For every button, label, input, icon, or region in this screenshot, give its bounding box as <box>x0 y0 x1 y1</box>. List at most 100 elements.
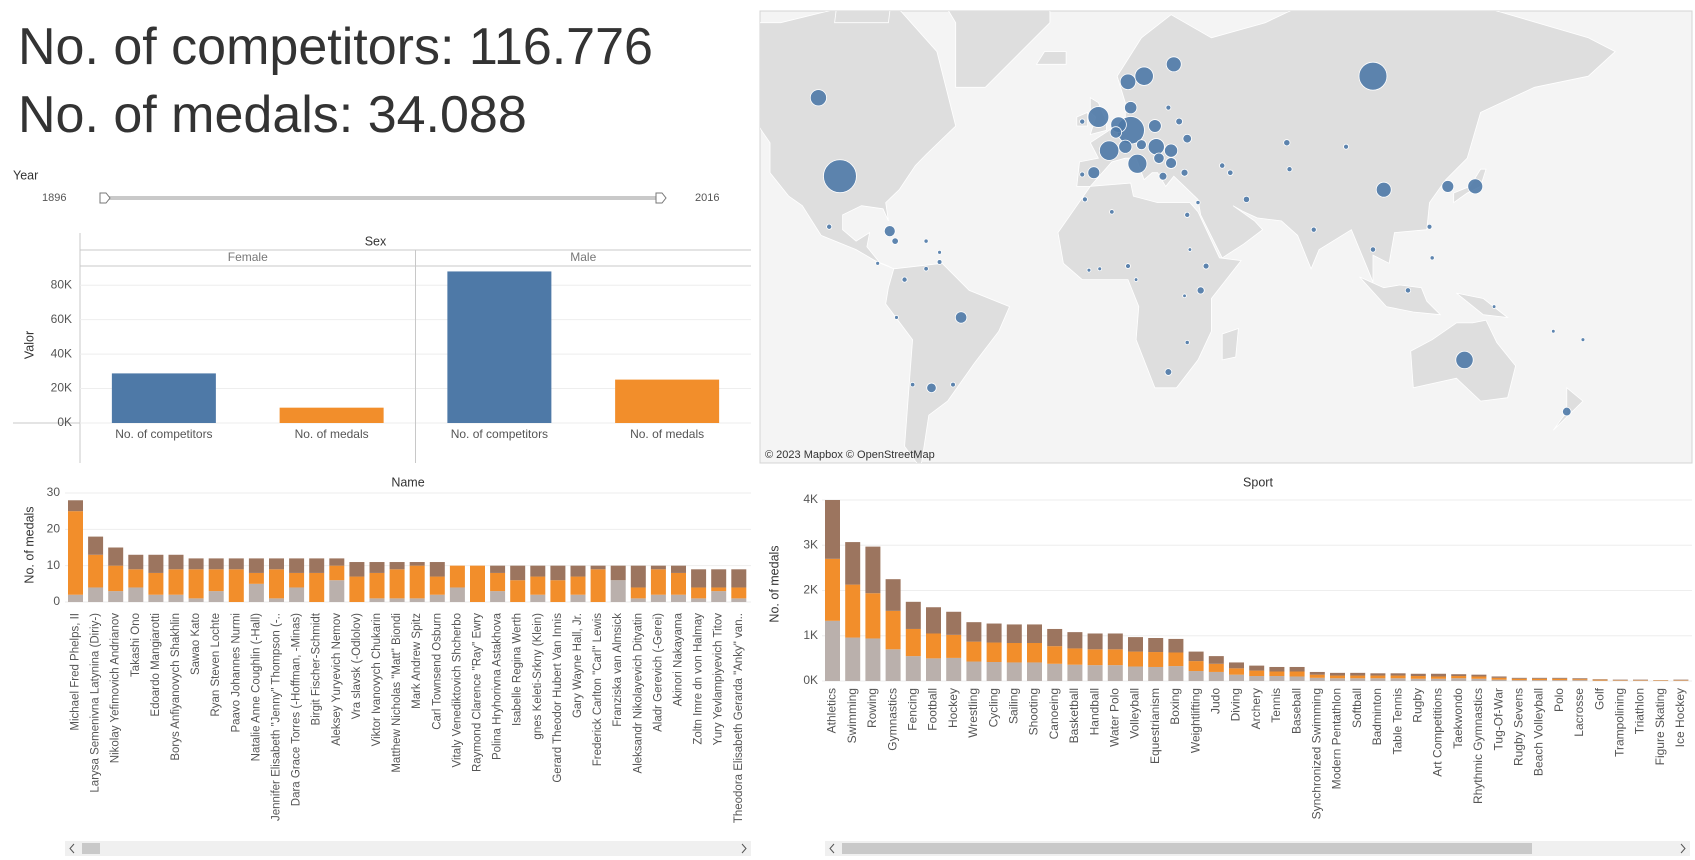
country-bubble[interactable] <box>1134 66 1154 86</box>
bar-segment[interactable] <box>168 569 184 595</box>
bar-segment[interactable] <box>1491 677 1507 680</box>
bar-segment[interactable] <box>926 607 941 634</box>
bar-segment[interactable] <box>1592 679 1608 681</box>
bar-segment[interactable] <box>208 569 224 592</box>
bar-segment[interactable] <box>88 536 104 555</box>
bar-segment[interactable] <box>1188 651 1204 662</box>
bar-segment[interactable] <box>1128 637 1143 652</box>
bar-segment[interactable] <box>369 562 385 573</box>
bar-segment[interactable] <box>1431 676 1446 679</box>
bar-segment[interactable] <box>1572 680 1588 681</box>
country-bubble[interactable] <box>1467 178 1484 195</box>
bar-segment[interactable] <box>1027 662 1042 681</box>
country-bubble[interactable] <box>1551 329 1556 334</box>
bar-segment[interactable] <box>1269 676 1285 681</box>
country-bubble[interactable] <box>1119 73 1137 91</box>
bar-segment[interactable] <box>68 594 83 602</box>
bar-segment[interactable] <box>1511 678 1527 681</box>
bar-segment[interactable] <box>691 598 707 602</box>
bar-segment[interactable] <box>1289 666 1305 672</box>
country-bubble[interactable] <box>1099 140 1120 161</box>
country-bubble[interactable] <box>891 237 899 245</box>
bar-segment[interactable] <box>1148 666 1164 681</box>
bar-segment[interactable] <box>1552 680 1568 681</box>
bar-segment[interactable] <box>1491 676 1507 678</box>
bar-segment[interactable] <box>1330 678 1345 681</box>
bar-segment[interactable] <box>510 565 526 581</box>
country-bubble[interactable] <box>923 238 929 244</box>
bar-segment[interactable] <box>1208 671 1224 681</box>
country-bubble[interactable] <box>936 259 943 265</box>
bar-segment[interactable] <box>1431 678 1446 681</box>
bar-segment[interactable] <box>1410 676 1426 679</box>
bar-segment[interactable] <box>309 572 325 602</box>
bar-segment[interactable] <box>208 558 224 570</box>
scroll-arrows[interactable] <box>69 843 747 854</box>
bar-segment[interactable] <box>108 547 124 566</box>
country-bubble[interactable] <box>1158 171 1168 181</box>
bar-segment[interactable] <box>671 594 686 602</box>
country-bubble[interactable] <box>1180 168 1189 177</box>
country-bubble[interactable] <box>809 89 827 107</box>
bar-segment[interactable] <box>389 562 405 570</box>
bar-segment[interactable] <box>986 642 1002 662</box>
country-bubble[interactable] <box>937 249 942 255</box>
bar-segment[interactable] <box>1471 678 1487 681</box>
bar-segment[interactable] <box>349 576 365 602</box>
bar-segment[interactable] <box>188 569 204 599</box>
country-bubble[interactable] <box>1375 181 1392 198</box>
bar-segment[interactable] <box>128 554 144 570</box>
bar-segment[interactable] <box>389 569 405 599</box>
country-bubble[interactable] <box>1182 133 1192 144</box>
bar-segment[interactable] <box>630 587 646 599</box>
bar-segment[interactable] <box>1067 632 1083 649</box>
bar-segment[interactable] <box>1511 680 1527 681</box>
bar-segment[interactable] <box>1168 638 1184 653</box>
country-bubble[interactable] <box>1109 126 1123 139</box>
country-bubble[interactable] <box>1310 226 1317 233</box>
country-bubble[interactable] <box>1109 209 1115 215</box>
country-bubble[interactable] <box>1184 339 1190 346</box>
slider-handle-min[interactable] <box>99 192 111 204</box>
bar-segment[interactable] <box>1087 665 1103 681</box>
bar-segment[interactable] <box>1229 668 1244 675</box>
country-bubble[interactable] <box>1079 118 1086 125</box>
slider-handle-max[interactable] <box>655 192 667 204</box>
bar-segment[interactable] <box>1350 675 1366 679</box>
bar-segment[interactable] <box>1309 677 1325 681</box>
bar-segment[interactable] <box>1350 672 1366 676</box>
bar-segment[interactable] <box>1027 624 1042 643</box>
bar-segment[interactable] <box>1249 676 1265 681</box>
bar-segment[interactable] <box>1390 675 1406 679</box>
bar-segment[interactable] <box>1552 677 1568 679</box>
bar-segment[interactable] <box>449 565 465 588</box>
bar-segment[interactable] <box>148 554 164 573</box>
bar-segment[interactable] <box>128 587 144 602</box>
bar-segment[interactable] <box>711 587 727 592</box>
bar-segment[interactable] <box>128 569 144 588</box>
bar-segment[interactable] <box>429 562 445 577</box>
country-bubble[interactable] <box>1118 139 1133 154</box>
bar-segment[interactable] <box>1390 678 1406 681</box>
bar-segment[interactable] <box>1128 666 1143 681</box>
bar-segment[interactable] <box>248 572 264 584</box>
bar-segment[interactable] <box>369 572 385 599</box>
bar-segment[interactable] <box>490 565 506 573</box>
bar-segment[interactable] <box>1249 665 1265 671</box>
country-bubble[interactable] <box>1087 166 1101 180</box>
country-bubble[interactable] <box>950 381 956 388</box>
bar-segment[interactable] <box>1350 678 1366 681</box>
bar-segment[interactable] <box>1128 651 1143 667</box>
bar-segment[interactable] <box>865 546 881 594</box>
country-bubble[interactable] <box>1580 337 1586 343</box>
country-bubble[interactable] <box>1182 293 1187 299</box>
bar-segment[interactable] <box>329 558 345 566</box>
country-bubble[interactable] <box>883 225 896 238</box>
country-bubble[interactable] <box>1227 169 1234 176</box>
bar-segment[interactable] <box>1289 671 1305 677</box>
bar-segment[interactable] <box>409 562 425 566</box>
bar-segment[interactable] <box>1107 633 1123 650</box>
bar-segment[interactable] <box>1229 674 1244 681</box>
bar-segment[interactable] <box>885 610 901 650</box>
bar-segment[interactable] <box>1309 674 1325 678</box>
